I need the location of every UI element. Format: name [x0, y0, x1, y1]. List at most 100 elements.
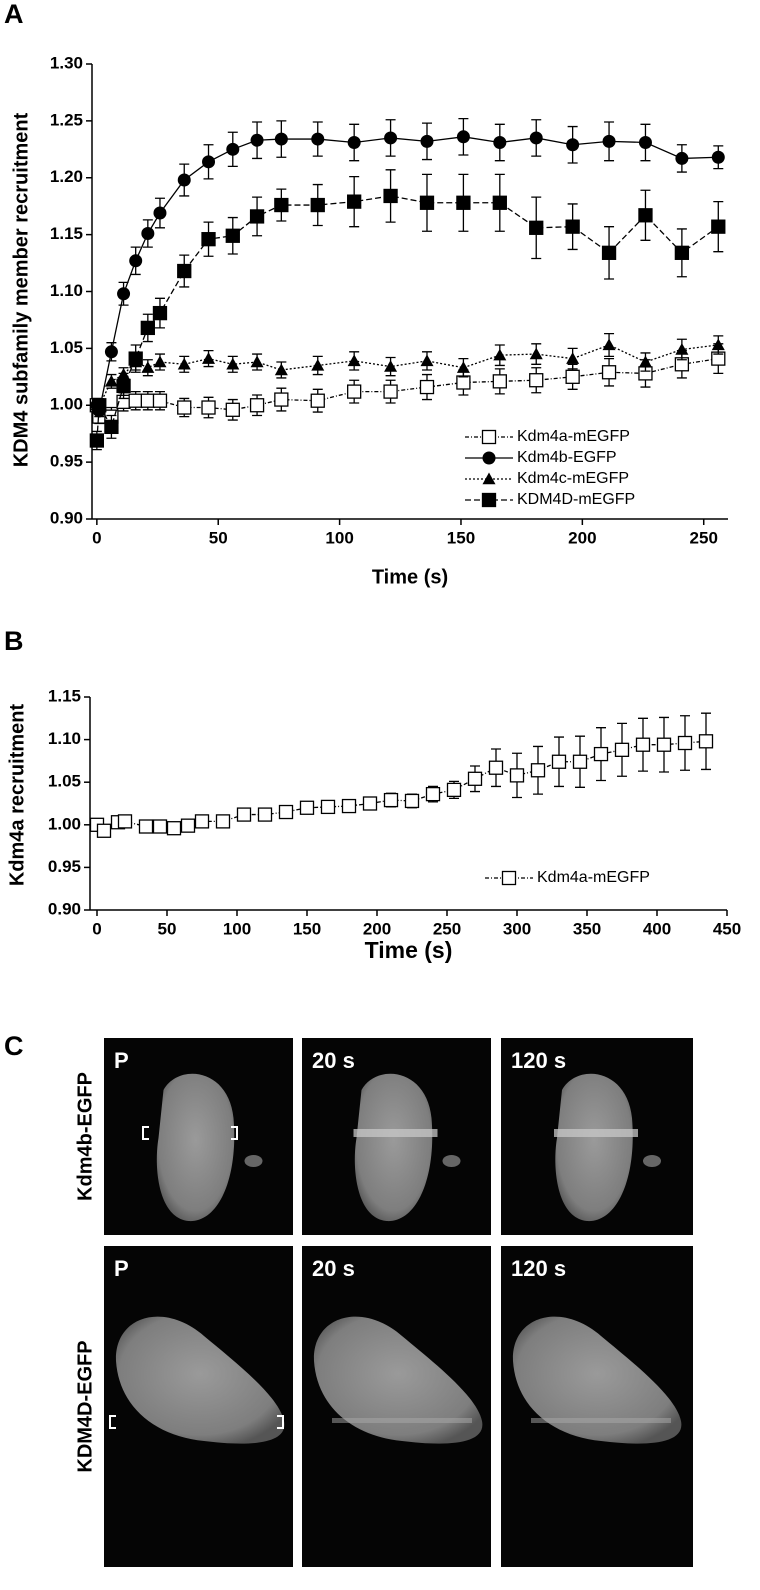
marker: [177, 400, 192, 415]
y-tick-label: 1.05: [48, 772, 81, 791]
marker: [257, 807, 273, 822]
marker: [488, 760, 504, 775]
marker: [310, 197, 325, 213]
frame-label: 120 s: [511, 1256, 566, 1281]
y-tick-label: 1.10: [50, 281, 83, 300]
marker: [250, 355, 264, 368]
x-tick-label: 50: [158, 919, 177, 938]
marker: [404, 793, 420, 809]
legend-marker: [481, 492, 497, 508]
marker: [638, 208, 653, 223]
x-tick-label: 250: [433, 919, 461, 938]
marker: [177, 263, 192, 279]
y-tick-label: 0.90: [50, 508, 83, 527]
nucleus: [313, 1316, 483, 1444]
marker: [250, 133, 264, 147]
marker: [456, 130, 470, 144]
marker: [152, 819, 168, 834]
marker: [194, 814, 210, 829]
marker: [383, 188, 398, 204]
marker: [140, 393, 155, 408]
panel-label: C: [4, 1031, 24, 1061]
marker: [201, 400, 216, 415]
marker: [638, 355, 652, 368]
marker: [383, 792, 399, 808]
panel-label: A: [4, 0, 24, 29]
legend-marker: [482, 472, 496, 485]
marker: [104, 419, 119, 435]
marker: [601, 365, 617, 380]
speck: [442, 1155, 461, 1167]
marker: [446, 782, 462, 798]
marker: [274, 392, 289, 407]
x-tick-label: 200: [363, 919, 391, 938]
marker: [117, 814, 133, 829]
y-tick-label: 1.25: [50, 110, 83, 129]
marker: [152, 393, 168, 408]
marker: [384, 360, 398, 372]
marker: [493, 135, 507, 149]
marker: [456, 195, 471, 210]
marker: [180, 818, 196, 833]
x-tick-label: 400: [643, 919, 671, 938]
marker: [492, 374, 507, 389]
y-tick-label: 1.15: [50, 224, 83, 243]
legend-marker: [482, 451, 496, 465]
series-line: [96, 344, 719, 406]
marker: [602, 338, 616, 351]
marker: [492, 195, 507, 210]
x-tick-label: 100: [325, 528, 353, 547]
marker: [236, 807, 252, 822]
marker: [128, 393, 143, 408]
marker: [310, 393, 325, 408]
y-tick-label: 1.20: [50, 167, 83, 186]
y-tick-label: 0.95: [48, 857, 81, 876]
marker: [225, 402, 240, 417]
y-tick-label: 1.30: [50, 53, 83, 72]
marker: [311, 132, 325, 146]
marker: [420, 134, 434, 148]
marker: [456, 375, 471, 390]
legend-marker: [501, 870, 517, 886]
speck: [244, 1155, 263, 1167]
nucleus: [512, 1316, 682, 1444]
frame-label: 120 s: [511, 1048, 566, 1073]
marker: [116, 378, 131, 394]
y-tick-label: 1.00: [48, 814, 81, 833]
marker: [347, 354, 361, 367]
marker: [347, 194, 362, 209]
x-tick-label: 350: [573, 919, 601, 938]
marker: [138, 819, 154, 834]
marker: [529, 131, 543, 145]
marker: [152, 305, 168, 321]
marker: [529, 347, 543, 360]
marker: [601, 245, 617, 260]
stripe: [554, 1129, 638, 1137]
y-tick-label: 0.95: [50, 452, 83, 471]
y-tick-label: 1.10: [48, 729, 81, 748]
marker: [104, 374, 118, 387]
legend-label: Kdm4b-EGFP: [517, 449, 617, 466]
marker: [117, 287, 131, 301]
marker: [299, 800, 315, 815]
marker: [362, 796, 378, 811]
marker: [347, 135, 361, 149]
marker: [129, 254, 143, 268]
marker: [177, 173, 191, 187]
marker: [347, 384, 362, 399]
marker: [89, 433, 105, 448]
image-panel: Kdm4b-EGFP P 20 s 120 s KDM4D-EGFP P 20 s 120 s: [74, 1038, 693, 1567]
x-tick-label: 150: [293, 919, 321, 938]
x-tick-label: 150: [447, 528, 475, 547]
marker: [711, 338, 725, 351]
marker: [572, 754, 588, 769]
marker: [420, 354, 434, 367]
marker: [711, 219, 726, 234]
nucleus: [115, 1316, 285, 1444]
marker: [202, 352, 216, 364]
marker: [635, 737, 651, 752]
marker: [456, 361, 470, 373]
marker: [311, 358, 325, 371]
marker: [226, 357, 240, 370]
y-tick-label: 1.15: [48, 686, 81, 705]
